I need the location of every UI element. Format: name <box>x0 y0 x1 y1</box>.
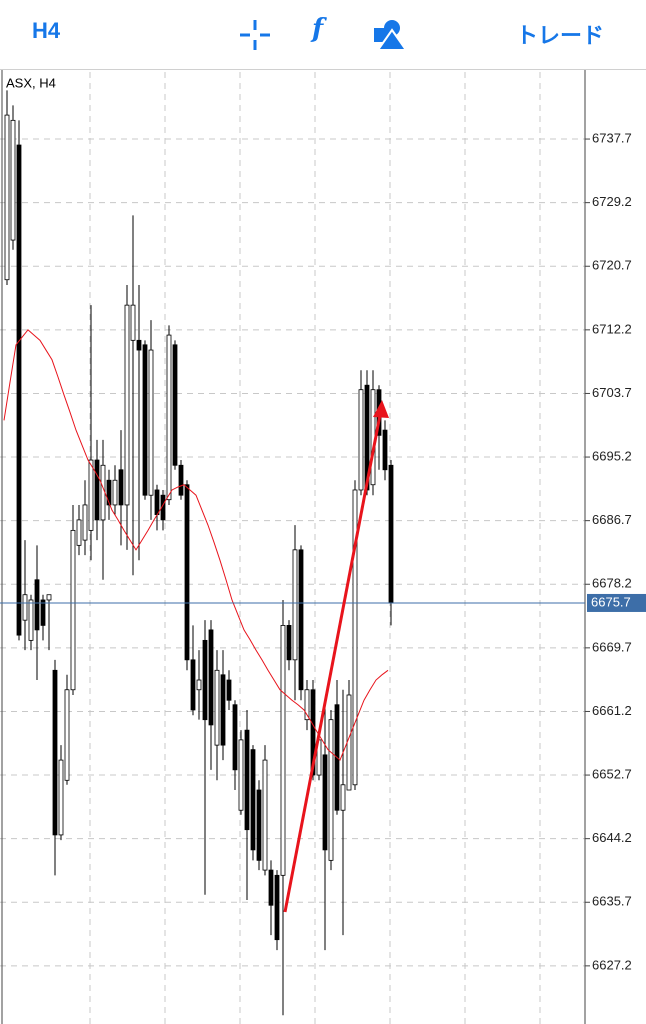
candle-body <box>382 429 388 471</box>
candle-body <box>328 719 334 861</box>
candle-body <box>10 119 16 241</box>
candle-body <box>298 549 304 691</box>
candle-body <box>226 679 232 701</box>
candle-body <box>136 339 142 351</box>
candle-body <box>238 739 244 811</box>
candle-body <box>322 754 328 851</box>
y-tick-label: 6720.7 <box>592 258 632 273</box>
candle-body <box>256 789 262 861</box>
y-tick-label: 6669.7 <box>592 639 632 654</box>
candle-body <box>286 625 292 661</box>
candle-body <box>82 504 88 541</box>
candle-body <box>52 669 58 836</box>
candle-body <box>70 529 76 691</box>
objects-icon[interactable] <box>372 16 408 52</box>
candle-body <box>352 489 358 786</box>
y-tick-label: 6644.2 <box>592 830 632 845</box>
indicator-button[interactable]: f <box>312 14 324 44</box>
candle-body <box>310 689 316 776</box>
y-tick-label: 6695.2 <box>592 448 632 463</box>
trade-button[interactable]: トレード <box>516 23 605 48</box>
candle-body <box>148 349 154 496</box>
candle-body <box>106 479 112 506</box>
candle-body <box>340 784 346 811</box>
candle-body <box>388 464 394 604</box>
candle-body <box>100 464 106 521</box>
candle-body <box>88 459 94 531</box>
candle-body <box>94 459 100 521</box>
y-tick-label: 6678.2 <box>592 576 632 591</box>
candle-body <box>64 689 70 781</box>
candle-body <box>112 479 118 506</box>
last-price-label: 6675.7 <box>591 594 631 609</box>
candle-body <box>184 484 190 661</box>
candle-body <box>46 594 52 601</box>
y-tick-label: 6737.7 <box>592 130 632 145</box>
candle-body <box>244 729 250 831</box>
candle-body <box>274 874 280 941</box>
y-tick-label: 6729.2 <box>592 194 632 209</box>
candle-body <box>292 549 298 661</box>
candle-body <box>202 639 208 721</box>
moving-average <box>3 329 389 761</box>
candle-body <box>22 594 28 621</box>
candle-body <box>280 625 286 876</box>
candle-body <box>4 114 10 281</box>
last-price-box <box>587 593 646 612</box>
candle-body <box>40 599 46 626</box>
candle-body <box>262 759 268 871</box>
candle-body <box>178 464 184 496</box>
chart-label: ASX, H4 <box>6 75 56 90</box>
candle-body <box>250 749 256 851</box>
candle-body <box>172 344 178 466</box>
candle-body <box>346 694 352 791</box>
candle-body <box>196 679 202 691</box>
y-tick-label: 6686.7 <box>592 512 632 527</box>
candle-body <box>220 674 226 746</box>
candle-body <box>118 469 124 506</box>
candle-body <box>304 689 310 721</box>
candle-body <box>154 489 160 516</box>
trend-arrow <box>283 414 382 913</box>
chart: ASX, H4 6737.7 6729.2 6720.7 6712.2 6703.7 66… <box>0 70 646 1024</box>
candle-body <box>16 144 22 636</box>
candle-body <box>28 599 34 641</box>
candle-body <box>358 389 364 491</box>
y-tick-label: 6712.2 <box>592 321 632 336</box>
y-tick-label: 6703.7 <box>592 385 632 400</box>
candle-body <box>76 519 82 546</box>
candle-body <box>130 304 136 341</box>
candle-body <box>190 659 196 711</box>
y-tick-label: 6652.7 <box>592 766 632 781</box>
y-tick-label: 6635.7 <box>592 894 632 909</box>
candle-body <box>34 579 40 631</box>
y-tick-label: 6627.2 <box>592 957 632 972</box>
toolbar: H4 f トレード <box>0 0 646 70</box>
candle-body <box>268 869 274 906</box>
candle-body <box>166 334 172 501</box>
timeframe-button[interactable]: H4 <box>32 18 61 43</box>
trend-arrow-head <box>373 400 389 418</box>
candle-body <box>214 669 220 746</box>
candle-body <box>124 304 130 506</box>
candle-body <box>58 759 64 836</box>
candle-body <box>208 629 214 726</box>
candle-body <box>232 704 238 771</box>
candle-body <box>142 344 148 496</box>
y-tick-label: 6661.2 <box>592 703 632 718</box>
crosshair-icon[interactable] <box>238 18 272 52</box>
